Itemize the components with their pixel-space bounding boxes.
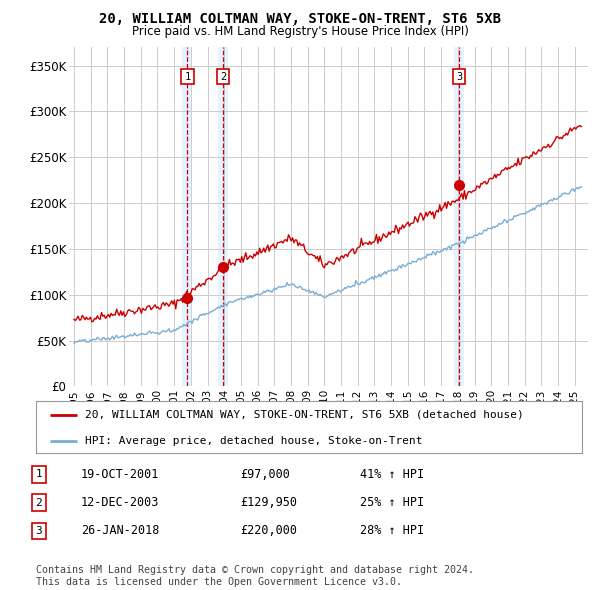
Text: £129,950: £129,950: [240, 496, 297, 509]
Text: 25% ↑ HPI: 25% ↑ HPI: [360, 496, 424, 509]
Text: 41% ↑ HPI: 41% ↑ HPI: [360, 468, 424, 481]
Text: 2: 2: [220, 71, 226, 81]
Text: 26-JAN-2018: 26-JAN-2018: [81, 525, 160, 537]
Text: 20, WILLIAM COLTMAN WAY, STOKE-ON-TRENT, ST6 5XB: 20, WILLIAM COLTMAN WAY, STOKE-ON-TRENT,…: [99, 12, 501, 26]
Bar: [454, 47, 464, 386]
Text: 28% ↑ HPI: 28% ↑ HPI: [360, 525, 424, 537]
Text: Contains HM Land Registry data © Crown copyright and database right 2024.
This d: Contains HM Land Registry data © Crown c…: [36, 565, 474, 587]
Text: 3: 3: [456, 71, 462, 81]
Text: HPI: Average price, detached house, Stoke-on-Trent: HPI: Average price, detached house, Stok…: [85, 435, 422, 445]
Text: £220,000: £220,000: [240, 525, 297, 537]
Bar: [218, 47, 229, 386]
Text: Price paid vs. HM Land Registry's House Price Index (HPI): Price paid vs. HM Land Registry's House …: [131, 25, 469, 38]
Text: 2: 2: [35, 498, 43, 507]
Text: 1: 1: [35, 470, 43, 479]
Text: 19-OCT-2001: 19-OCT-2001: [81, 468, 160, 481]
Text: 3: 3: [35, 526, 43, 536]
Text: 1: 1: [184, 71, 191, 81]
Bar: [182, 47, 193, 386]
Text: £97,000: £97,000: [240, 468, 290, 481]
Text: 12-DEC-2003: 12-DEC-2003: [81, 496, 160, 509]
Text: 20, WILLIAM COLTMAN WAY, STOKE-ON-TRENT, ST6 5XB (detached house): 20, WILLIAM COLTMAN WAY, STOKE-ON-TRENT,…: [85, 409, 524, 419]
